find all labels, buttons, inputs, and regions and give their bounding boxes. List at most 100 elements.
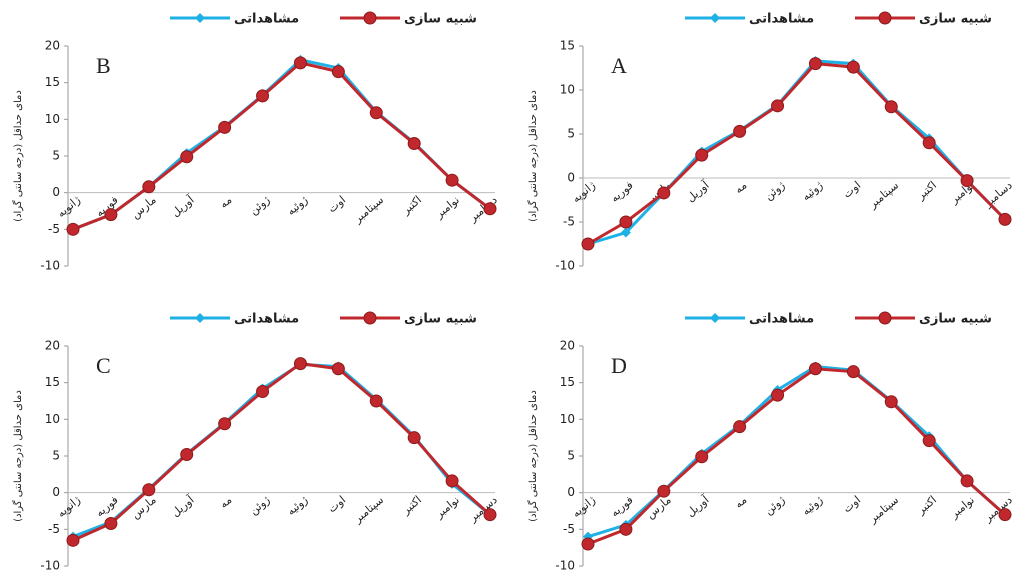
legend-marker [363, 11, 377, 25]
point [922, 434, 936, 448]
point [657, 484, 671, 498]
legend-marker [710, 13, 720, 23]
y-tick-label: 20 [45, 339, 60, 353]
series-line [72, 61, 491, 231]
point [293, 56, 307, 70]
x-tick-label: اکتبر [399, 493, 424, 517]
point [407, 431, 421, 445]
point [407, 137, 421, 151]
point [960, 474, 974, 488]
series-line [72, 362, 491, 542]
panel: مشاهداتی شبیه سازی -10 -5 0 5 10 15 دمای حداقل (… [527, 11, 1015, 273]
x-tick-label: اوت [841, 179, 864, 201]
legend-marker [710, 313, 720, 323]
point [581, 537, 595, 551]
x-tick-label: آوریل [683, 492, 712, 519]
legend-label: شبیه سازی [404, 312, 477, 327]
point [66, 222, 80, 236]
y-tick-label: 0 [567, 485, 575, 499]
y-tick-label: 20 [560, 339, 575, 353]
x-tick-label: آوریل [168, 192, 197, 219]
y-tick-label: -10 [40, 559, 60, 573]
x-tick-label: آوریل [168, 492, 197, 519]
point [695, 450, 709, 464]
x-tick-label: ژوئن [762, 179, 787, 203]
point [771, 388, 785, 402]
x-tick-label: سپتامبر [866, 493, 902, 526]
y-tick-label: 0 [52, 485, 60, 499]
y-tick-label: 0 [567, 171, 575, 185]
x-tick-label: ژوئیه [284, 193, 310, 218]
point [846, 60, 860, 74]
legend-label: مشاهداتی [749, 312, 814, 327]
legend-marker [363, 311, 377, 325]
point [657, 186, 671, 200]
series-line [587, 62, 1007, 246]
x-tick-label: ژوئن [247, 493, 272, 517]
point [142, 483, 156, 497]
x-tick-label: فوریه [608, 493, 636, 519]
x-tick-label: مه [217, 193, 234, 211]
x-tick-label: مه [732, 493, 749, 511]
x-tick-label: ژوئیه [799, 179, 825, 204]
x-tick-label: نوامبر [432, 493, 462, 521]
series-line [587, 367, 1006, 546]
y-axis-label: دمای حداقل (درجه سانتی گراد) [527, 390, 539, 522]
point [445, 173, 459, 187]
y-tick-label: 10 [45, 412, 60, 426]
point [256, 384, 270, 398]
point [483, 508, 497, 522]
point [808, 362, 822, 376]
point [445, 474, 459, 488]
y-tick-label: -5 [563, 215, 575, 229]
x-tick-label: نوامبر [947, 493, 977, 521]
y-tick-label: -10 [555, 559, 575, 573]
y-tick-label: 15 [45, 75, 60, 89]
point [331, 362, 345, 376]
point [104, 208, 118, 222]
y-tick-label: 5 [52, 149, 60, 163]
y-axis-label: دمای حداقل (درجه سانتی گراد) [12, 90, 24, 222]
panel-label: C [96, 353, 111, 378]
y-tick-label: -10 [40, 259, 60, 273]
point [619, 215, 633, 229]
panel-label: A [611, 53, 627, 78]
point [998, 212, 1012, 226]
x-tick-label: اکتبر [914, 179, 939, 203]
point [66, 533, 80, 547]
y-tick-label: 15 [45, 375, 60, 389]
y-axis-label: دمای حداقل (درجه سانتی گراد) [12, 390, 24, 522]
panel: مشاهداتی شبیه سازی -10 -5 0 5 10 15 20 دمای حداقل… [12, 311, 500, 573]
x-tick-label: مه [217, 493, 234, 511]
x-tick-label: دسامبر [981, 179, 1015, 211]
point [104, 516, 118, 530]
point [583, 531, 593, 542]
y-tick-label: -5 [48, 222, 60, 236]
point [620, 227, 631, 238]
point [293, 357, 307, 371]
point [884, 395, 898, 409]
legend-label: مشاهداتی [234, 12, 299, 27]
x-tick-label: فوریه [608, 179, 636, 205]
point [695, 148, 709, 162]
point [733, 420, 747, 434]
legend-label: شبیه سازی [919, 312, 992, 327]
x-tick-label: اکتبر [914, 493, 939, 517]
point [581, 237, 595, 251]
x-tick-label: ژوئیه [284, 493, 310, 518]
panel-label: D [611, 353, 627, 378]
y-tick-label: 15 [560, 375, 575, 389]
x-tick-label: اکتبر [399, 193, 424, 217]
legend-marker [878, 311, 892, 325]
panel: مشاهداتی شبیه سازی -10 -5 0 5 10 15 20 دمای حداقل… [12, 11, 500, 273]
y-tick-label: 0 [52, 185, 60, 199]
point [369, 106, 383, 120]
legend-label: شبیه سازی [919, 12, 992, 27]
point [256, 89, 270, 103]
y-tick-label: 10 [560, 412, 575, 426]
x-tick-label: سپتامبر [866, 179, 902, 212]
y-tick-label: 15 [560, 39, 575, 53]
x-tick-label: نوامبر [432, 193, 462, 221]
x-tick-label: اوت [326, 493, 349, 515]
y-axis-label: دمای حداقل (درجه سانتی گراد) [527, 90, 539, 222]
